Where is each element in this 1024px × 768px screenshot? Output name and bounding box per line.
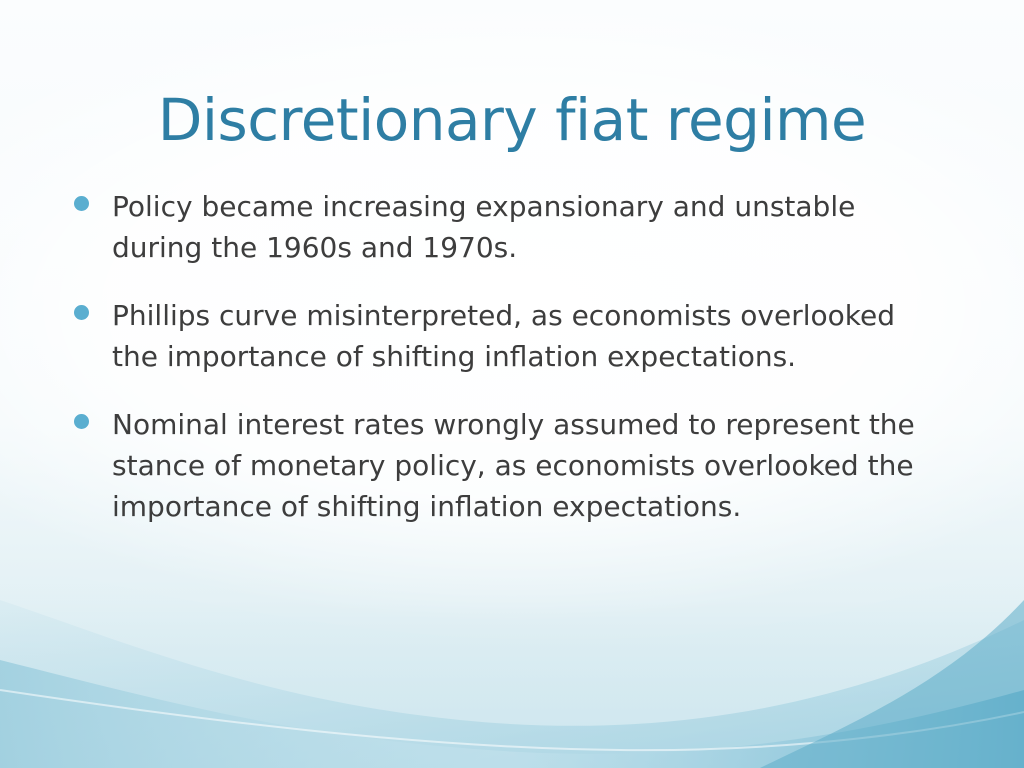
bullet-item-1: Policy became increasing expansionary an… <box>74 186 944 268</box>
bullet-dot-icon <box>74 196 89 211</box>
wave-front <box>0 660 1024 768</box>
slide-title: Discretionary fiat regime <box>157 86 867 154</box>
bullet-text: Nominal interest rates wrongly assumed t… <box>112 408 915 523</box>
wave-right-swoosh <box>760 600 1024 768</box>
bullet-text: Phillips curve misinterpreted, as econom… <box>112 299 896 373</box>
bullet-list: Policy became increasing expansionary an… <box>74 186 944 554</box>
bullet-dot-icon <box>74 305 89 320</box>
bullet-item-2: Phillips curve misinterpreted, as econom… <box>74 295 944 377</box>
bullet-text: Policy became increasing expansionary an… <box>112 190 856 264</box>
bullet-dot-icon <box>74 414 89 429</box>
bullet-item-3: Nominal interest rates wrongly assumed t… <box>74 404 944 527</box>
